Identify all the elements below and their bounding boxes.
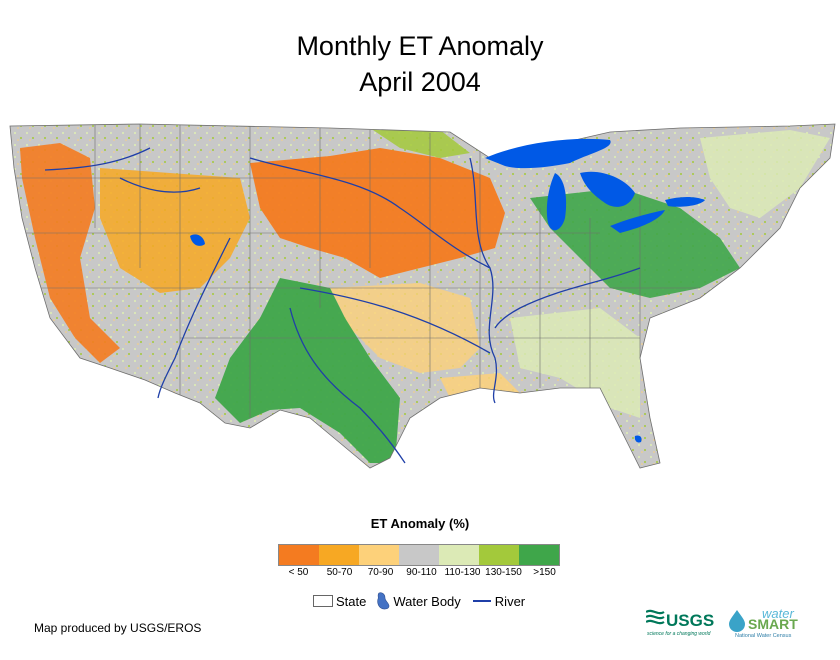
legend-color-bar xyxy=(278,544,560,566)
anomaly-central-states xyxy=(330,283,480,373)
lake-okeechobee xyxy=(634,435,642,443)
legend-label: 130-150 xyxy=(485,567,522,578)
map-title-line2: April 2004 xyxy=(359,67,481,97)
watersmart-logo: water SMART National Water Census xyxy=(729,606,798,639)
legend-swatch-70-90 xyxy=(359,545,399,565)
et-anomaly-map xyxy=(9,123,836,469)
water-bodies xyxy=(190,138,705,443)
water-wordmark: water xyxy=(762,606,794,621)
usgs-wordmark: USGS xyxy=(666,611,714,630)
census-caption: National Water Census xyxy=(735,633,792,639)
legend-label: 50-70 xyxy=(326,567,353,578)
state-key-label: State xyxy=(336,593,367,609)
usgs-logo: USGS science for a changing world xyxy=(646,609,714,637)
state-swatch xyxy=(313,595,333,607)
legend-swatch-gt150 xyxy=(519,545,559,565)
legend-label: 110-130 xyxy=(444,567,481,578)
legend-swatch-lt50 xyxy=(279,545,319,565)
rivers xyxy=(44,147,641,464)
anomaly-northern-plains xyxy=(250,148,505,278)
ohio-river xyxy=(494,267,641,329)
legend-label: >150 xyxy=(533,567,556,578)
legend-label: 90-110 xyxy=(406,567,437,578)
legend-title: ET Anomaly (%) xyxy=(370,516,470,531)
map-credit: Map produced by USGS/EROS xyxy=(34,621,202,635)
legend-swatch-50-70 xyxy=(319,545,359,565)
anomaly-west-coast xyxy=(20,143,120,363)
anomaly-southeast-light xyxy=(510,308,640,418)
legend-swatch-90-110 xyxy=(399,545,439,565)
anomaly-northern-rockies xyxy=(370,128,470,158)
anomaly-raster xyxy=(10,124,835,468)
river-swatch xyxy=(472,600,491,602)
agency-logos: USGS science for a changing world water … xyxy=(646,606,798,639)
legend-swatch-110-130 xyxy=(439,545,479,565)
anomaly-great-lakes-region xyxy=(530,188,740,298)
anomaly-northeast xyxy=(700,130,830,218)
anomaly-great-basin xyxy=(100,168,250,293)
feature-key: State Water Body River xyxy=(313,592,525,610)
rio-grande xyxy=(289,307,406,464)
columbia-river xyxy=(44,147,151,171)
smart-wordmark: SMART xyxy=(748,616,798,632)
map-title-line1: Monthly ET Anomaly xyxy=(296,31,544,61)
usgs-tagline: science for a changing world xyxy=(647,631,711,637)
water-drop-icon xyxy=(729,610,745,632)
colorado-river xyxy=(157,237,231,399)
arkansas-river xyxy=(299,287,491,354)
lake-ontario xyxy=(665,197,705,207)
missouri-river xyxy=(249,157,491,269)
river-key-label: River xyxy=(494,593,526,609)
water-body-icon xyxy=(377,592,390,610)
mississippi-river xyxy=(469,157,498,404)
lake-huron xyxy=(580,171,635,207)
snake-river xyxy=(119,177,201,193)
lake-erie xyxy=(610,210,665,233)
us-outline xyxy=(9,123,836,469)
water-body-key-label: Water Body xyxy=(393,593,461,609)
lake-michigan xyxy=(546,173,567,231)
legend-label: < 50 xyxy=(288,567,309,578)
legend-labels: < 50 50-70 70-90 90-110 110-130 130-150 … xyxy=(278,567,565,578)
anomaly-southern-rockies xyxy=(215,278,400,463)
legend-label: 70-90 xyxy=(367,567,394,578)
lake-superior xyxy=(485,138,611,169)
legend-swatch-130-150 xyxy=(479,545,519,565)
great-salt-lake xyxy=(190,234,205,246)
